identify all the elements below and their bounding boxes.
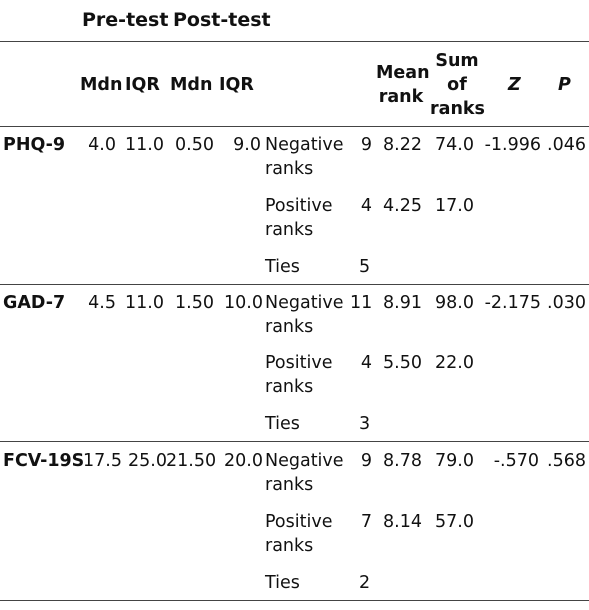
n-value: 4 (360, 353, 372, 373)
mean-rank-value: 8.91 (383, 293, 422, 313)
rule-below-header (0, 126, 589, 127)
header-pre-mdn: Mdn (80, 75, 123, 95)
sum-ranks-value: 17.0 (435, 196, 474, 216)
n-value: 7 (360, 512, 372, 532)
p-value: .046 (547, 135, 586, 155)
measure-name: PHQ-9 (3, 135, 66, 155)
n-value: 2 (359, 573, 371, 593)
sum-ranks-value: 57.0 (435, 512, 474, 532)
pre-iqr-value: 11.0 (125, 135, 164, 155)
mean-rank-value: 8.14 (383, 512, 422, 532)
rule-after-phq9 (0, 284, 589, 285)
rank-type-line1: Positive (265, 353, 333, 373)
rank-type-line1: Ties (265, 414, 300, 434)
n-value: 11 (350, 293, 373, 313)
measure-name: FCV-19S (3, 451, 85, 471)
mean-rank-value: 8.78 (383, 451, 422, 471)
p-value: .030 (547, 293, 586, 313)
header-sum-ranks-line3: ranks (430, 99, 485, 119)
rank-type-line1: Negative (265, 135, 344, 155)
header-sum-ranks-line2: of (447, 75, 467, 95)
header-mean-rank-line1: Mean (376, 63, 430, 83)
header-pre-test: Pre-test (82, 9, 169, 31)
n-value: 9 (360, 135, 372, 155)
header-post-test: Post-test (173, 9, 271, 31)
rank-type-line2: ranks (265, 220, 314, 240)
rank-type-line1: Positive (265, 196, 333, 216)
mean-rank-value: 5.50 (383, 353, 422, 373)
header-p: P (558, 75, 571, 95)
pre-mdn-value: 17.5 (83, 451, 122, 471)
post-iqr-value: 20.0 (224, 451, 263, 471)
rank-type-line1: Ties (265, 257, 300, 277)
post-mdn-value: 1.50 (175, 293, 214, 313)
rank-type-line1: Ties (265, 573, 300, 593)
header-mean-rank-line2: rank (378, 87, 424, 107)
rank-type-line2: ranks (265, 475, 314, 495)
rank-type-line1: Negative (265, 293, 344, 313)
header-post-mdn: Mdn (170, 75, 213, 95)
rank-type-line2: ranks (265, 536, 314, 556)
pre-mdn-value: 4.5 (88, 293, 116, 313)
post-iqr-value: 10.0 (224, 293, 263, 313)
header-pre-iqr: IQR (125, 75, 160, 95)
sum-ranks-value: 79.0 (435, 451, 474, 471)
rank-type-line1: Positive (265, 512, 333, 532)
measure-name: GAD-7 (3, 293, 66, 313)
n-value: 9 (360, 451, 372, 471)
rank-type-line2: ranks (265, 317, 314, 337)
post-iqr-value: 9.0 (233, 135, 261, 155)
p-value: .568 (547, 451, 586, 471)
pre-mdn-value: 4.0 (88, 135, 116, 155)
post-mdn-value: 21.50 (166, 451, 217, 471)
mean-rank-value: 4.25 (383, 196, 422, 216)
n-value: 5 (359, 257, 371, 277)
sum-ranks-value: 98.0 (435, 293, 474, 313)
n-value: 3 (359, 414, 371, 434)
z-value: -.570 (493, 451, 539, 471)
post-mdn-value: 0.50 (175, 135, 214, 155)
z-value: -2.175 (484, 293, 541, 313)
sum-ranks-value: 74.0 (435, 135, 474, 155)
rank-type-line1: Negative (265, 451, 344, 471)
rule-top-header (0, 41, 589, 42)
header-sum-ranks-line1: Sum (435, 51, 479, 71)
rule-after-gad7 (0, 441, 589, 442)
rank-type-line2: ranks (265, 377, 314, 397)
mean-rank-value: 8.22 (383, 135, 422, 155)
pre-iqr-value: 11.0 (125, 293, 164, 313)
rule-bottom (0, 600, 589, 601)
pre-iqr-value: 25.0 (128, 451, 167, 471)
n-value: 4 (360, 196, 372, 216)
header-post-iqr: IQR (219, 75, 254, 95)
rank-type-line2: ranks (265, 159, 314, 179)
header-z: Z (508, 75, 521, 95)
z-value: -1.996 (484, 135, 541, 155)
sum-ranks-value: 22.0 (435, 353, 474, 373)
